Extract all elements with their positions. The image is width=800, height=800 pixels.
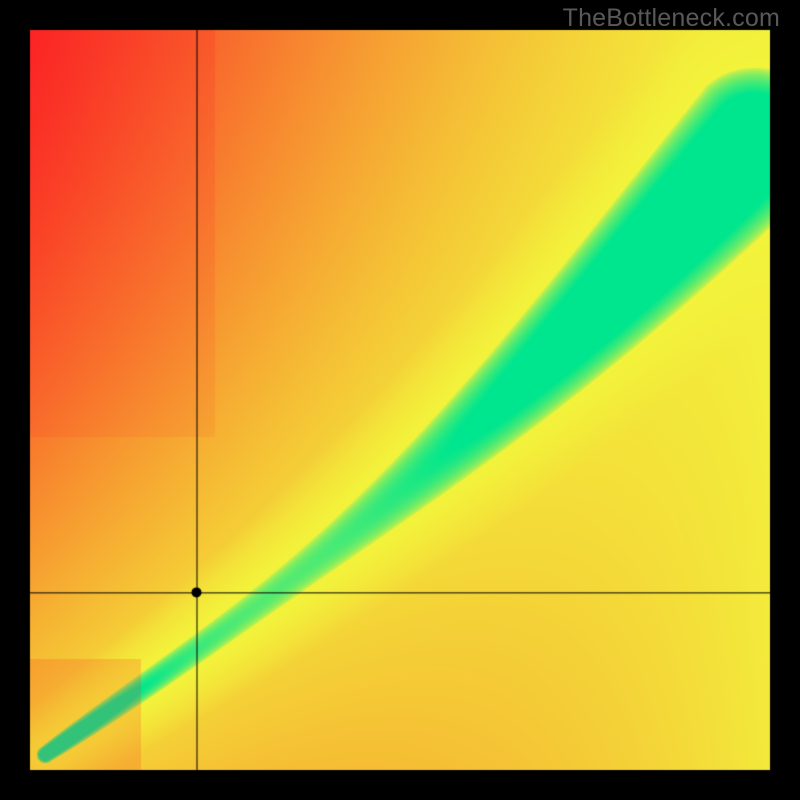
bottleneck-heatmap — [0, 0, 800, 800]
watermark-text: TheBottleneck.com — [563, 4, 780, 33]
